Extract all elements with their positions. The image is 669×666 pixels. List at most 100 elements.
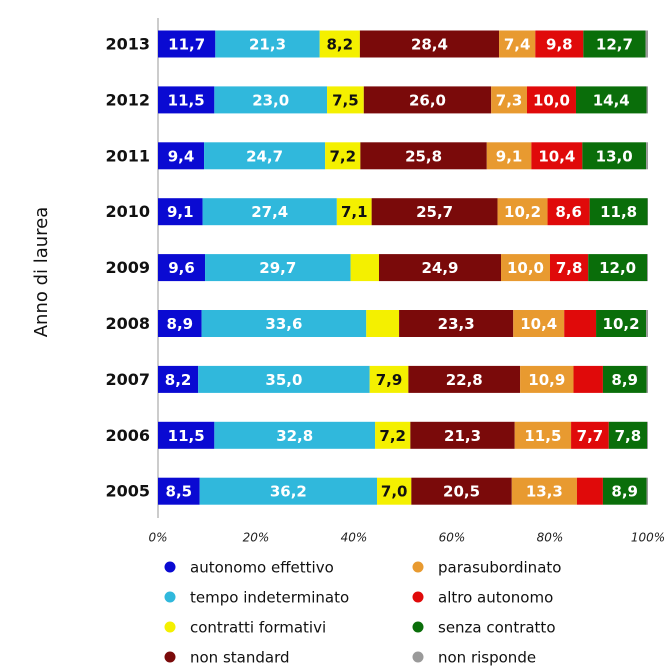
- y-tick-label: 2011: [105, 146, 150, 165]
- bar-segment: [363, 86, 492, 114]
- value-label: 9,8: [546, 36, 573, 54]
- bar-segment: [513, 310, 565, 337]
- bar-segment: [360, 142, 487, 170]
- value-label: 20,5: [443, 483, 480, 501]
- value-label: 35,0: [265, 371, 302, 389]
- value-label: 11,5: [168, 91, 205, 109]
- value-label: 7,8: [556, 259, 583, 277]
- value-label: 21,3: [444, 427, 481, 445]
- bar-segment: [564, 310, 597, 337]
- value-label: 8,9: [611, 371, 638, 389]
- legend-marker: [164, 561, 176, 573]
- bar-segment: [411, 477, 512, 505]
- value-label: 8,5: [166, 483, 193, 501]
- x-tick-label: 60%: [439, 531, 466, 545]
- y-tick-label: 2006: [105, 426, 150, 445]
- bar-segment: [205, 254, 351, 282]
- bar-segment: [646, 310, 648, 337]
- bar-segment: [325, 142, 361, 170]
- bar-segment: [645, 30, 648, 58]
- bar-segment: [531, 142, 583, 170]
- bar-segment: [359, 30, 500, 58]
- bar-segment: [158, 30, 216, 58]
- bar-segment: [327, 86, 364, 114]
- bar-segment: [520, 365, 574, 393]
- value-label: 9,6: [168, 259, 195, 277]
- y-tick-label: 2007: [105, 370, 150, 389]
- value-label: 7,2: [379, 427, 406, 445]
- legend-label: altro autonomo: [438, 589, 553, 607]
- legend-label: contratti formativi: [190, 619, 326, 637]
- bar-segment: [319, 30, 360, 58]
- bar-segment: [410, 421, 515, 449]
- value-label: 32,8: [276, 427, 313, 445]
- bar-segment: [158, 86, 215, 114]
- legend-label: non standard: [190, 649, 290, 666]
- value-label: 7,2: [329, 147, 356, 165]
- bar-segment: [158, 477, 200, 505]
- bar-segment: [497, 198, 548, 226]
- bar-segment: [646, 365, 648, 393]
- bar-segment: [526, 86, 576, 114]
- bar-segment: [408, 365, 521, 393]
- bar-segment: [499, 30, 536, 58]
- bar-segment: [571, 421, 609, 449]
- bar-segment: [158, 142, 205, 170]
- bar-segment: [199, 477, 378, 505]
- bar-segment: [158, 421, 215, 449]
- value-label: 8,9: [167, 315, 194, 333]
- bar-segment: [204, 142, 326, 170]
- legend-marker: [164, 621, 176, 633]
- bar-segment: [378, 254, 501, 282]
- x-tick-label: 40%: [341, 531, 368, 545]
- value-label: 7,4: [504, 36, 531, 54]
- bar-segment: [366, 310, 400, 337]
- value-label: 22,8: [446, 371, 483, 389]
- legend-marker: [412, 591, 424, 603]
- value-label: 10,9: [528, 371, 565, 389]
- bar-segment: [582, 142, 647, 170]
- value-label: 7,0: [381, 483, 408, 501]
- value-label: 8,6: [555, 203, 582, 221]
- value-label: 8,2: [165, 371, 192, 389]
- bar-segment: [158, 198, 203, 226]
- value-label: 11,8: [600, 203, 637, 221]
- bar-segment: [547, 198, 590, 226]
- y-tick-label: 2010: [105, 202, 150, 221]
- value-label: 7,5: [332, 91, 359, 109]
- bar-segment: [399, 310, 514, 337]
- value-label: 10,0: [507, 259, 544, 277]
- value-label: 10,0: [533, 91, 570, 109]
- bar-segment: [491, 86, 527, 114]
- value-label: 36,2: [270, 483, 307, 501]
- value-label: 25,7: [416, 203, 453, 221]
- legend-label: tempo indeterminato: [190, 589, 349, 607]
- bar-segment: [608, 421, 648, 449]
- bar-segment: [202, 198, 337, 226]
- bar-segment: [511, 477, 577, 505]
- value-label: 13,0: [596, 147, 633, 165]
- bar-segment: [646, 477, 648, 505]
- bar-segment: [589, 198, 648, 226]
- bar-segment: [350, 254, 379, 282]
- bar-segment: [371, 198, 498, 226]
- bar-segment: [647, 421, 648, 449]
- bar-segment: [596, 310, 647, 337]
- bar-segment: [535, 30, 584, 58]
- y-tick-label: 2008: [105, 314, 150, 333]
- bar-segment: [215, 30, 320, 58]
- value-label: 13,3: [526, 483, 563, 501]
- value-label: 8,2: [327, 36, 354, 54]
- value-label: 9,4: [168, 147, 195, 165]
- value-label: 10,2: [504, 203, 541, 221]
- x-tick-label: 0%: [148, 531, 167, 545]
- bar-segment: [602, 477, 647, 505]
- value-label: 10,2: [603, 315, 640, 333]
- y-axis-label: Anno di laurea: [31, 207, 52, 338]
- bar-segment: [575, 86, 647, 114]
- bar-segment: [588, 254, 648, 282]
- legend-marker: [164, 591, 176, 603]
- value-label: 12,7: [596, 36, 633, 54]
- bar-segment: [336, 198, 372, 226]
